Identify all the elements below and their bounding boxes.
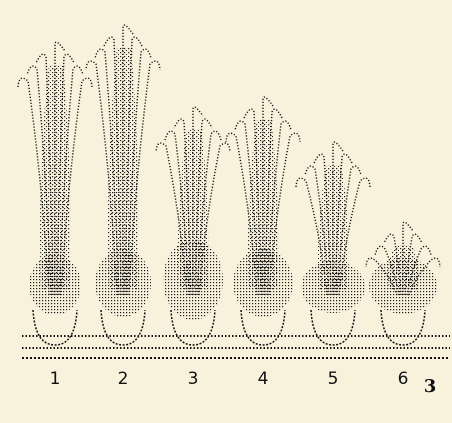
leaf <box>128 60 161 296</box>
leaf <box>35 53 54 296</box>
plant-label: 6 <box>398 369 409 389</box>
leaf <box>26 65 52 296</box>
leaf <box>58 65 84 296</box>
leaf <box>198 142 231 296</box>
plant-label: 5 <box>328 369 339 389</box>
pot <box>380 309 426 346</box>
plants <box>17 24 441 346</box>
leaf <box>196 130 222 296</box>
pot <box>32 309 78 346</box>
pot <box>100 309 146 346</box>
leaf <box>54 41 66 295</box>
leaf <box>56 53 75 296</box>
leaf <box>365 257 398 296</box>
plant-label: 2 <box>118 369 129 389</box>
leaf <box>334 153 353 296</box>
leaf <box>332 141 344 296</box>
leaf <box>85 60 118 296</box>
leaf <box>406 245 432 296</box>
leaf <box>234 120 260 296</box>
leaf <box>402 221 414 295</box>
leaf <box>164 130 190 296</box>
leaf <box>103 36 122 296</box>
leaf <box>266 120 292 296</box>
plant-label: 4 <box>258 369 269 389</box>
leaf <box>262 96 274 295</box>
leaf <box>243 108 262 296</box>
pot <box>170 309 216 346</box>
background <box>8 8 444 415</box>
pot <box>310 309 356 346</box>
leaf <box>374 245 400 296</box>
leaf <box>124 36 143 296</box>
leaf <box>268 132 301 296</box>
figure-label: 3 <box>424 376 437 397</box>
leaf <box>313 153 332 296</box>
plant-label: 1 <box>50 369 61 389</box>
leaf <box>122 24 134 296</box>
leaf <box>225 132 258 296</box>
leaf <box>408 257 441 296</box>
leaf <box>304 165 330 296</box>
leaf <box>155 142 188 296</box>
pot <box>240 309 286 346</box>
plant-label: 3 <box>188 369 199 389</box>
leaf <box>336 165 362 296</box>
leaf <box>264 108 283 296</box>
